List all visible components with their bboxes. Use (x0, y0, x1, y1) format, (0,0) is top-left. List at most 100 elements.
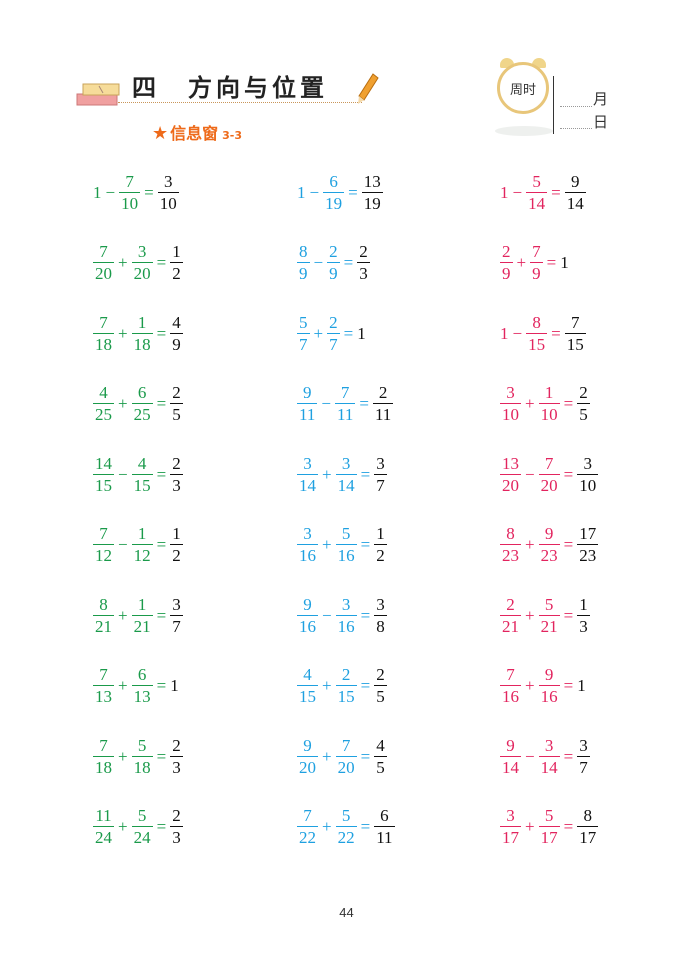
numerator: 4 (99, 383, 108, 402)
denominator: 3 (170, 473, 183, 495)
result: 8 17 (577, 807, 599, 847)
numerator: 3 (506, 383, 515, 402)
operand-a: 1 (93, 182, 102, 202)
operator: + (525, 817, 535, 836)
date-divider (553, 76, 554, 134)
numerator: 7 (570, 312, 580, 332)
denominator: 16 (335, 614, 357, 636)
equation: 13 20−7 20 = 3 10 (499, 454, 599, 494)
denominator: 15 (335, 685, 357, 706)
equals-sign: = (551, 182, 561, 202)
numerator: 1 (544, 383, 554, 402)
equals-sign: = (551, 323, 561, 343)
denominator: 17 (577, 826, 599, 847)
operator: + (118, 817, 128, 836)
operand-a: 7 22 (297, 807, 318, 846)
denominator: 25 (131, 403, 153, 424)
operand-b: 5 17 (538, 807, 560, 846)
operand-b: 4 15 (131, 455, 153, 495)
equation: 9 16−3 16 = 3 8 (296, 595, 388, 635)
denominator: 7 (327, 332, 340, 354)
equals-sign: = (563, 394, 574, 413)
numerator: 8 (532, 312, 541, 332)
operand-b: 6 13 (131, 666, 153, 705)
numerator: 5 (299, 312, 308, 332)
operand-a: 7 18 (93, 314, 114, 353)
numerator: 2 (506, 594, 515, 614)
denominator: 25 (93, 403, 114, 424)
operand-a: 13 20 (500, 455, 521, 494)
day-field[interactable] (560, 128, 592, 129)
equals-sign: = (156, 253, 167, 272)
denominator: 17 (500, 826, 521, 847)
pencil-icon (358, 73, 379, 104)
numerator: 1 (579, 594, 588, 614)
equation: 1−6 19 = 13 19 (296, 172, 384, 212)
operand-a: 9 20 (297, 737, 318, 776)
denominator: 5 (374, 755, 387, 777)
operand-a: 9 16 (297, 596, 318, 635)
operand-b: 1 12 (131, 525, 153, 564)
denominator: 10 (577, 473, 599, 495)
operator: − (512, 323, 523, 343)
numerator: 1 (376, 524, 385, 543)
denominator: 7 (374, 473, 387, 495)
operator: + (516, 253, 527, 272)
operator: + (525, 676, 535, 695)
numerator: 14 (95, 453, 112, 473)
numerator: 3 (163, 171, 173, 191)
denominator: 14 (335, 473, 357, 495)
numerator: 9 (506, 735, 515, 755)
equation: 8 21 +1 21 = 3 7 (92, 595, 184, 635)
clock-bell-icon (500, 58, 514, 68)
equals-sign: = (360, 535, 371, 554)
month-field[interactable] (560, 106, 592, 107)
operator: − (309, 182, 320, 202)
equals-sign: = (360, 746, 371, 766)
denominator: 18 (131, 332, 153, 354)
operand-a: 11 24 (93, 807, 114, 846)
numerator: 4 (172, 312, 181, 332)
result: 3 10 (157, 171, 179, 212)
numerator: 8 (99, 594, 108, 614)
numerator: 7 (99, 242, 108, 261)
equals-sign: = (156, 817, 167, 836)
denominator: 20 (500, 473, 521, 495)
equation: 8 23 +9 23 = 17 23 (499, 525, 599, 565)
denominator: 12 (93, 544, 114, 565)
denominator: 14 (297, 473, 318, 495)
denominator: 16 (297, 614, 318, 636)
denominator: 15 (131, 473, 153, 495)
denominator: 9 (327, 262, 340, 283)
numerator: 2 (378, 383, 388, 402)
operand-a: 4 25 (93, 384, 114, 423)
denominator: 11 (297, 403, 318, 424)
operand-b: 5 14 (526, 173, 548, 212)
equation: 7 18 +5 18 = 2 3 (92, 736, 184, 776)
numerator: 2 (172, 806, 181, 825)
denominator: 16 (335, 544, 357, 565)
operand-a: 1 (500, 323, 509, 343)
denominator: 18 (93, 332, 114, 354)
clock-shadow (495, 126, 553, 136)
numerator: 7 (99, 312, 108, 332)
denominator: 15 (564, 332, 586, 354)
denominator: 14 (538, 755, 560, 777)
numerator: 2 (579, 383, 588, 402)
month-label: 月 (593, 90, 609, 108)
operator: + (118, 394, 128, 413)
numerator: 7 (125, 171, 134, 191)
operand-b: 5 21 (538, 596, 560, 635)
numerator: 5 (341, 806, 351, 825)
operator: − (512, 182, 523, 202)
equals-sign: = (156, 605, 167, 625)
denominator: 9 (500, 262, 513, 283)
